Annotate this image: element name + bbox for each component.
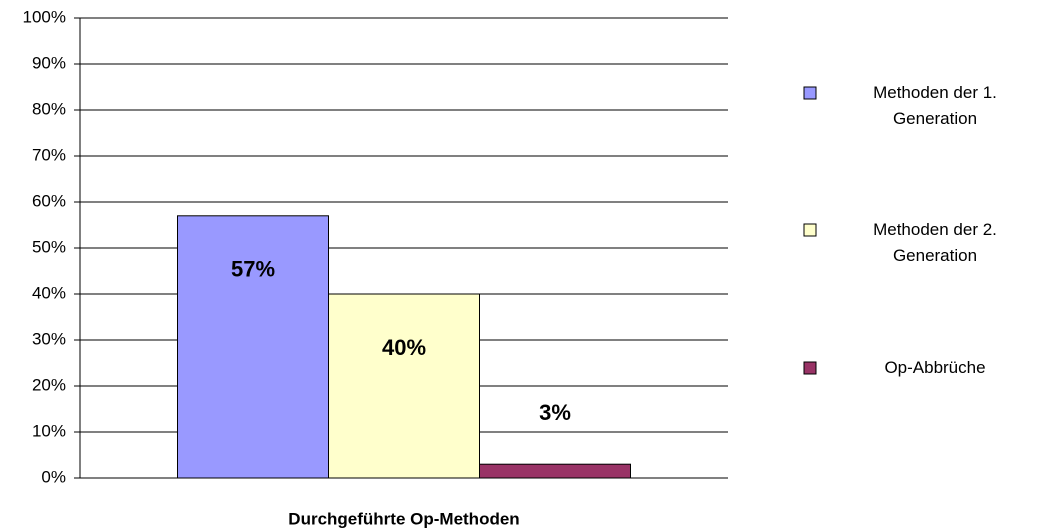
bar xyxy=(328,293,480,479)
y-tick-label: 100% xyxy=(23,7,66,26)
y-tick-label: 90% xyxy=(32,53,66,72)
legend-swatch xyxy=(803,361,817,375)
data-label: 57% xyxy=(231,257,275,282)
legend-entry: Methoden der 1. Generation xyxy=(873,83,997,128)
legend-swatch xyxy=(803,86,817,100)
data-label: 40% xyxy=(382,335,426,360)
y-tick-label: 50% xyxy=(32,237,66,256)
bar xyxy=(479,463,631,479)
y-tick-label: 60% xyxy=(32,191,66,210)
bar xyxy=(177,215,329,479)
y-tick-label: 10% xyxy=(32,421,66,440)
y-tick-label: 70% xyxy=(32,145,66,164)
legend-swatch xyxy=(803,223,817,237)
y-tick-label: 40% xyxy=(32,283,66,302)
legend-entry: Methoden der 2. Generation xyxy=(873,220,997,265)
y-tick-label: 0% xyxy=(41,467,66,486)
legend-entry: Op-Abbrüche xyxy=(884,358,986,377)
data-label: 3% xyxy=(539,400,571,425)
y-tick-label: 30% xyxy=(32,329,66,348)
y-tick-label: 20% xyxy=(32,375,66,394)
y-tick-label: 80% xyxy=(32,99,66,118)
x-category-label: Durchgeführte Op-Methoden xyxy=(288,509,519,528)
